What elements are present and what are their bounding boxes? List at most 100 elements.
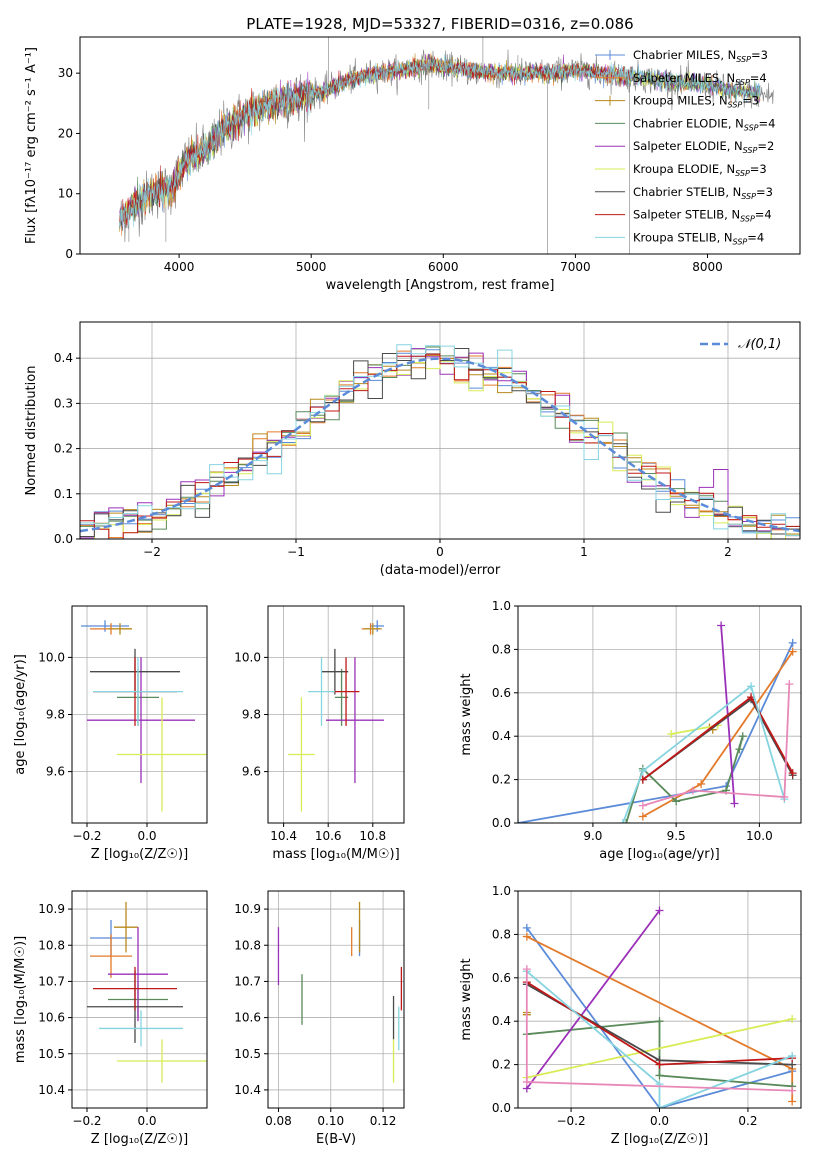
z-age-panel: −0.2 0.0 9.6 9.8 10.0 Z [log₁₀(Z/Z☉)] age [log… <box>13 605 208 862</box>
y-axis-label: age [log₁₀(age/yr)] <box>13 654 28 775</box>
x-tick-label: 0.10 <box>317 1114 344 1128</box>
y-tick-label: 0.1 <box>54 487 73 501</box>
y-tick-label: 10.0 <box>234 650 261 664</box>
weight-marker-sm <box>697 779 706 788</box>
legend-label-cm: Chabrier MILES, NSSP=3 <box>633 48 768 64</box>
weight-marker-ce <box>735 745 744 754</box>
y-tick-label: 0.3 <box>54 396 73 410</box>
weight-marker-cm <box>522 923 531 932</box>
y-tick-label: 10 <box>58 187 73 201</box>
y-axis-label: Flux [fλ10⁻¹⁷ erg cm⁻² s⁻¹ A⁻¹] <box>24 47 39 244</box>
weight-line-ks <box>526 970 793 1108</box>
x-tick-label: 0.08 <box>265 1114 292 1128</box>
y-axis-label: mass weight <box>459 958 474 1040</box>
axes-frame <box>79 36 801 255</box>
x-axis-label: mass [log₁₀(M/M☉)] <box>272 847 399 862</box>
legend-label-cs: Chabrier STELIB, NSSP=3 <box>633 185 773 201</box>
weight-marker-ks <box>747 682 756 691</box>
x-tick-label: −1 <box>287 545 305 559</box>
figure-title: PLATE=1928, MJD=53327, FIBERID=0316, z=0… <box>246 15 633 33</box>
errorbars <box>288 620 384 812</box>
spectrum-panel: 4000 5000 6000 7000 8000 0 10 20 30 wavelength [A… <box>24 36 801 293</box>
axes-frame <box>267 890 405 1109</box>
y-tick-label: 0.8 <box>492 642 511 656</box>
x-tick-label: 2 <box>724 545 732 559</box>
y-axis-label: Normed distribution <box>24 366 39 496</box>
y-tick-label: 0.0 <box>492 816 511 830</box>
x-axis-label: Z [log₁₀(Z/Z☉)] <box>91 1132 188 1147</box>
legend-label-ce: Chabrier ELODIE, NSSP=4 <box>633 116 775 132</box>
x-tick-label: 10.8 <box>359 829 386 843</box>
axes-frame <box>517 605 802 824</box>
y-tick-label: 10.6 <box>234 1011 261 1025</box>
weight-marker-extra0 <box>638 801 647 810</box>
y-tick-label: 1.0 <box>492 599 511 613</box>
x-tick-label: 10.0 <box>746 829 773 843</box>
legend-label-gaussian: 𝒩(0,1) <box>738 337 781 352</box>
y-tick-label: 10.5 <box>234 1047 261 1061</box>
weight-marker-se <box>730 799 739 808</box>
x-tick-label: 7000 <box>560 260 591 274</box>
weight-marker-ce <box>738 732 747 741</box>
x-tick-label: 0 <box>436 545 444 559</box>
weight-line-ss <box>642 695 794 781</box>
x-tick-label: 0.0 <box>137 1114 156 1128</box>
errorbars <box>277 901 403 1083</box>
y-tick-label: 0.4 <box>492 729 511 743</box>
y-tick-label: 10.4 <box>234 1083 261 1097</box>
weight-marker-extra0 <box>780 792 789 801</box>
weight-marker-extra0 <box>522 1077 531 1086</box>
weight-marker-sm <box>522 932 531 941</box>
y-tick-label: 10.8 <box>38 938 65 952</box>
weight-marker-ce <box>655 1071 664 1080</box>
y-tick-label: 10.9 <box>38 902 65 916</box>
legend-label-ss: Salpeter STELIB, NSSP=4 <box>633 208 772 224</box>
legend-label-se: Salpeter ELODIE, NSSP=2 <box>633 139 774 155</box>
weight-marker-cm <box>788 638 797 647</box>
histogram-ks <box>80 344 800 536</box>
weight-lines <box>518 621 797 823</box>
spectrum-lines <box>119 37 774 254</box>
y-tick-label: 10.7 <box>234 974 261 988</box>
x-tick-label: 1 <box>580 545 588 559</box>
y-tick-label: 0.6 <box>492 686 511 700</box>
y-tick-label: 0.0 <box>54 532 73 546</box>
residuals-panel: −2 −1 0 1 2 0.0 0.1 0.2 0.3 0.4 (data-model)/error… <box>24 321 801 578</box>
y-tick-label: 10.7 <box>38 974 65 988</box>
weight-marker-ke <box>788 1015 797 1024</box>
y-tick-label: 9.8 <box>242 708 261 722</box>
weight-marker-ks <box>618 819 627 823</box>
x-tick-label: 9.0 <box>583 829 602 843</box>
x-tick-label: 8000 <box>692 260 723 274</box>
histograms <box>80 344 800 539</box>
x-axis-label: Z [log₁₀(Z/Z☉)] <box>91 847 188 862</box>
y-tick-label: 10.9 <box>234 902 261 916</box>
model-line-ks <box>119 54 761 229</box>
y-tick-label: 0.8 <box>492 927 511 941</box>
x-tick-label: 6000 <box>428 260 459 274</box>
weight-marker-ce <box>622 819 631 823</box>
weight-marker-ss <box>788 769 797 778</box>
x-axis-label: wavelength [Angstrom, rest frame] <box>326 278 555 293</box>
x-tick-label: 9.5 <box>667 829 686 843</box>
y-tick-label: 10.4 <box>38 1083 65 1097</box>
weight-marker-ss <box>655 1060 664 1069</box>
weight-line-extra0 <box>642 684 791 807</box>
x-tick-label: 10.6 <box>315 829 342 843</box>
y-tick-label: 30 <box>58 66 73 80</box>
y-axis-label: mass [log₁₀(M/M☉)] <box>13 936 28 1063</box>
weight-marker-se <box>717 621 726 630</box>
y-tick-label: 0.6 <box>492 971 511 985</box>
y-tick-label: 0.0 <box>492 1101 511 1115</box>
x-tick-label: −0.2 <box>72 1114 101 1128</box>
y-tick-label: 9.6 <box>242 765 261 779</box>
x-axis-label: (data-model)/error <box>380 563 501 578</box>
x-tick-label: 0.0 <box>137 829 156 843</box>
y-tick-label: 0 <box>65 247 73 261</box>
errorbars <box>87 901 207 1083</box>
weight-line-ks <box>622 684 786 823</box>
weight-marker-se <box>655 906 664 915</box>
age-weight-panel: 9.0 9.5 10.0 0.0 0.2 0.4 0.6 0.8 1.0 age [log₁₀(a… <box>459 599 802 862</box>
y-tick-label: 10.0 <box>38 650 65 664</box>
